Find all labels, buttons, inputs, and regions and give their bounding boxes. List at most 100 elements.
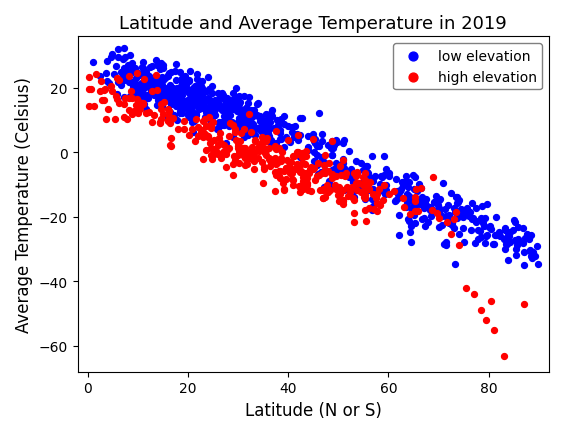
low elevation: [468, 215, 477, 222]
high elevation: [351, 173, 360, 180]
high elevation: [296, 162, 305, 169]
high elevation: [278, 149, 287, 156]
low elevation: [367, 207, 376, 214]
low elevation: [209, 114, 218, 121]
low elevation: [249, 132, 258, 138]
high elevation: [427, 207, 436, 214]
high elevation: [359, 183, 368, 190]
high elevation: [144, 109, 153, 116]
low elevation: [441, 242, 450, 249]
high elevation: [245, 155, 254, 162]
low elevation: [174, 95, 183, 102]
low elevation: [468, 216, 477, 223]
low elevation: [293, 131, 302, 138]
low elevation: [170, 69, 179, 76]
low elevation: [402, 195, 411, 202]
low elevation: [417, 216, 426, 223]
low elevation: [328, 152, 337, 159]
low elevation: [376, 181, 385, 188]
high elevation: [321, 194, 330, 201]
low elevation: [514, 224, 523, 230]
low elevation: [312, 162, 321, 169]
low elevation: [215, 123, 224, 130]
high elevation: [365, 205, 374, 212]
high elevation: [166, 143, 175, 150]
high elevation: [286, 168, 295, 175]
low elevation: [381, 191, 390, 198]
high elevation: [239, 152, 248, 159]
high elevation: [320, 171, 329, 178]
low elevation: [134, 92, 143, 99]
high elevation: [267, 161, 276, 168]
low elevation: [184, 87, 193, 94]
low elevation: [196, 89, 205, 95]
high elevation: [361, 177, 370, 184]
low elevation: [420, 215, 429, 222]
high elevation: [133, 96, 142, 103]
high elevation: [210, 151, 219, 158]
high elevation: [91, 72, 100, 79]
Title: Latitude and Average Temperature in 2019: Latitude and Average Temperature in 2019: [120, 15, 507, 33]
low elevation: [193, 101, 202, 108]
high elevation: [165, 121, 174, 128]
high elevation: [276, 168, 285, 175]
low elevation: [240, 125, 249, 132]
low elevation: [218, 119, 227, 126]
high elevation: [208, 119, 217, 126]
low elevation: [215, 105, 224, 112]
low elevation: [122, 72, 131, 79]
high elevation: [298, 154, 307, 161]
low elevation: [367, 175, 376, 182]
high elevation: [350, 210, 359, 217]
high elevation: [275, 168, 284, 175]
high elevation: [279, 180, 288, 187]
high elevation: [262, 138, 271, 145]
low elevation: [320, 168, 329, 174]
high elevation: [174, 126, 183, 133]
high elevation: [338, 197, 347, 204]
low elevation: [215, 119, 224, 126]
high elevation: [155, 119, 164, 126]
low elevation: [443, 214, 452, 220]
high elevation: [338, 198, 347, 205]
low elevation: [254, 100, 263, 107]
low elevation: [482, 232, 491, 239]
low elevation: [398, 180, 407, 187]
high elevation: [303, 187, 312, 194]
high elevation: [200, 116, 209, 123]
high elevation: [229, 161, 238, 168]
low elevation: [213, 126, 222, 133]
high elevation: [406, 211, 415, 218]
low elevation: [224, 110, 233, 117]
low elevation: [187, 92, 196, 99]
high elevation: [477, 307, 486, 314]
low elevation: [377, 174, 386, 181]
low elevation: [318, 186, 327, 193]
high elevation: [373, 208, 382, 215]
low elevation: [255, 113, 265, 120]
low elevation: [233, 108, 242, 115]
low elevation: [131, 66, 140, 72]
low elevation: [155, 97, 164, 104]
high elevation: [271, 161, 280, 168]
low elevation: [338, 141, 347, 148]
low elevation: [233, 120, 242, 127]
low elevation: [234, 115, 243, 122]
high elevation: [339, 157, 348, 164]
high elevation: [319, 195, 328, 202]
low elevation: [390, 198, 399, 205]
high elevation: [132, 70, 141, 77]
low elevation: [519, 240, 528, 247]
low elevation: [276, 128, 285, 135]
low elevation: [204, 99, 213, 105]
high elevation: [127, 95, 136, 102]
low elevation: [149, 92, 158, 99]
low elevation: [117, 70, 126, 77]
high elevation: [297, 168, 306, 175]
high elevation: [296, 189, 305, 196]
low elevation: [391, 197, 400, 204]
low elevation: [426, 204, 435, 210]
low elevation: [197, 91, 206, 98]
low elevation: [348, 179, 357, 186]
low elevation: [522, 235, 531, 242]
